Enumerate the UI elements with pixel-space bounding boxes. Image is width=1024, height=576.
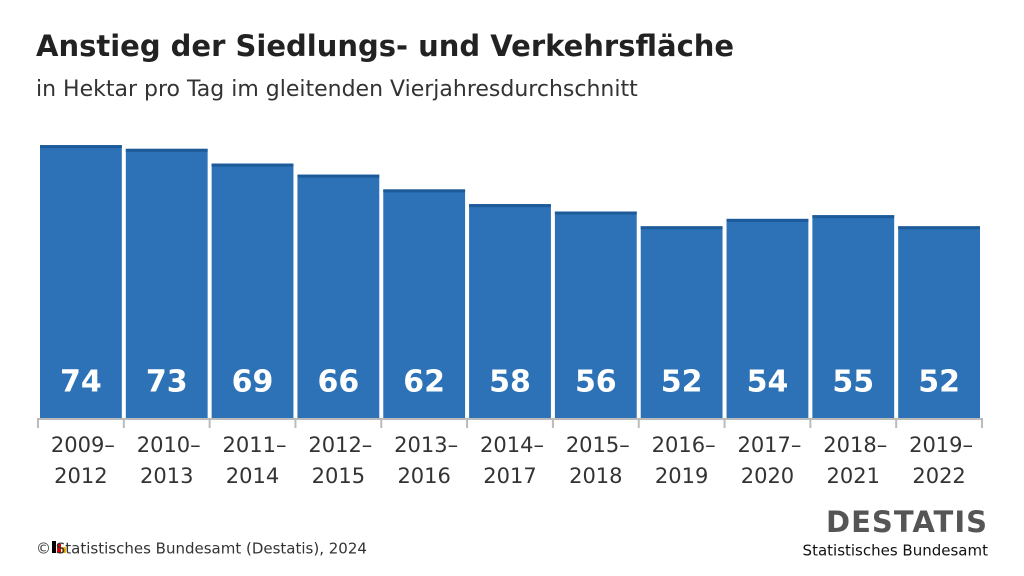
value-label: 55	[832, 365, 874, 400]
value-label: 56	[575, 365, 617, 400]
bar-top	[898, 226, 980, 230]
value-label: 54	[747, 365, 789, 400]
x-tick-label: 2010–2013	[136, 433, 201, 488]
x-tick-label: 2012–2015	[308, 433, 373, 488]
bar-top	[297, 174, 380, 178]
logo-icon	[57, 544, 61, 553]
logo-icon	[62, 547, 66, 553]
bar	[640, 226, 723, 418]
value-label: 52	[661, 365, 703, 400]
bar-top	[211, 163, 294, 167]
x-tick-label: 2013–2016	[394, 433, 459, 488]
x-tick-label: 2019–2022	[909, 433, 974, 488]
value-label: 74	[60, 365, 102, 400]
x-tick-label: 2015–2018	[565, 433, 630, 488]
bar-top	[554, 211, 637, 215]
bar-top	[383, 189, 466, 193]
chart-title: Anstieg der Siedlungs- und Verkehrsfläch…	[36, 29, 734, 63]
value-label: 73	[146, 365, 188, 400]
bar-top	[40, 145, 122, 149]
bar	[469, 204, 551, 418]
value-label: 62	[403, 365, 445, 400]
bar	[726, 218, 809, 418]
value-label: 58	[489, 365, 531, 400]
x-tick-label: 2014–2017	[480, 433, 544, 488]
logo-subtitle: Statistisches Bundesamt	[803, 542, 989, 560]
x-tick-label: 2009–2012	[50, 433, 115, 488]
bar	[125, 148, 208, 418]
bar	[297, 174, 380, 418]
x-tick-label: 2018–2021	[823, 433, 888, 488]
x-tick-label: 2017–2020	[737, 433, 802, 488]
logo-icon	[52, 541, 56, 553]
bar	[898, 226, 980, 418]
x-tick-label: 2011–2014	[222, 433, 287, 488]
bar-top	[469, 204, 551, 208]
chart-subtitle: in Hektar pro Tag im gleitenden Vierjahr…	[36, 77, 638, 102]
value-label: 66	[317, 365, 359, 400]
bar	[211, 163, 294, 418]
x-tick-label: 2016–2019	[651, 433, 716, 488]
bar-top	[726, 218, 809, 222]
value-label: 69	[232, 365, 274, 400]
bar	[383, 189, 466, 418]
bar	[40, 145, 122, 418]
value-label: 52	[918, 365, 960, 400]
bar-top	[812, 215, 895, 219]
bar-top	[640, 226, 723, 230]
bar	[812, 215, 895, 418]
bar	[554, 211, 637, 418]
logo: DESTATIS	[826, 505, 988, 539]
source: © Statistisches Bundesamt (Destatis), 20…	[36, 540, 367, 558]
bar-top	[125, 148, 208, 152]
